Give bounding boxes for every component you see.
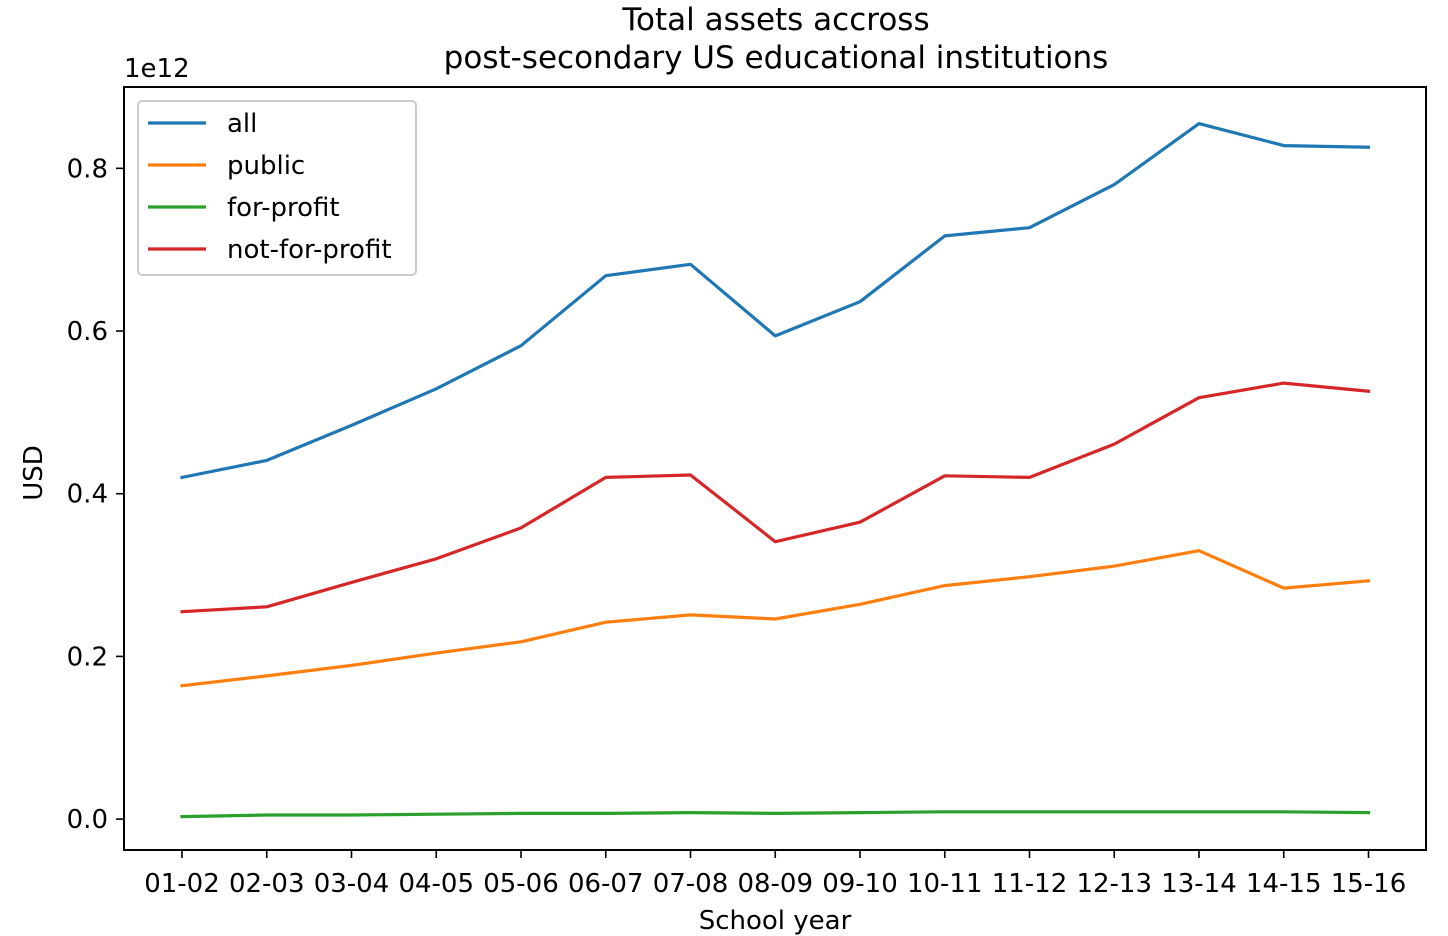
chart-title-line1: Total assets accross (621, 2, 929, 38)
y-tick-label: 0.4 (67, 480, 108, 510)
x-tick-label: 04-05 (398, 869, 474, 899)
x-tick-label: 01-02 (144, 869, 220, 899)
y-offset-label: 1e12 (124, 54, 190, 84)
y-tick-label: 0.6 (67, 317, 108, 347)
legend-box (137, 100, 417, 276)
x-tick-label: 02-03 (229, 869, 305, 899)
legend-label-not-for-profit: not-for-profit (227, 235, 392, 265)
legend-label-public: public (227, 151, 305, 181)
chart-title-line2: post-secondary US educational institutio… (444, 40, 1109, 76)
x-axis-label: School year (699, 906, 852, 936)
legend-label-for-profit: for-profit (227, 193, 340, 223)
x-tick-label: 13-14 (1161, 869, 1237, 899)
x-tick-label: 12-13 (1076, 869, 1152, 899)
x-tick-label: 15-16 (1331, 869, 1407, 899)
series-line-all (180, 121, 1371, 480)
series-line-for-profit (180, 810, 1371, 819)
x-tick-label: 10-11 (907, 869, 983, 899)
y-tick-label: 0.8 (67, 154, 108, 184)
x-tick-label: 03-04 (314, 869, 390, 899)
x-tick-label: 05-06 (483, 869, 559, 899)
y-tick-label: 0.0 (67, 805, 108, 835)
x-tick-label: 11-12 (992, 869, 1068, 899)
x-tick-label: 08-09 (737, 869, 813, 899)
series-line-public (180, 549, 1371, 688)
y-axis-label: USD (19, 445, 49, 501)
plot-frame (123, 86, 1427, 851)
y-tick-label: 0.2 (67, 642, 108, 672)
legend-label-all: all (227, 109, 257, 139)
series-line-not-for-profit (180, 381, 1371, 614)
x-tick-label: 07-08 (653, 869, 729, 899)
x-tick-label: 14-15 (1246, 869, 1322, 899)
x-tick-label: 06-07 (568, 869, 644, 899)
x-tick-label: 09-10 (822, 869, 898, 899)
